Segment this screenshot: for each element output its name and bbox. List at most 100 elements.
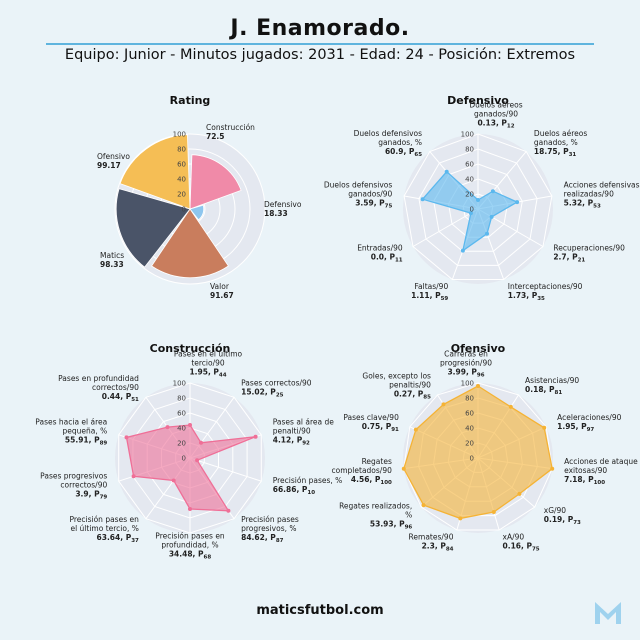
radar-point xyxy=(460,248,465,253)
radial-tick-label: 100 xyxy=(173,380,186,388)
radar-point xyxy=(489,214,494,219)
axis-label: Pases al área de xyxy=(273,418,335,427)
axis-label: ganados, % xyxy=(534,138,578,147)
axis-value: 5.32, P53 xyxy=(564,198,601,209)
radial-tick-label: 80 xyxy=(177,395,186,403)
axis-label: Regates realizados, xyxy=(339,501,412,510)
axis-value: 0.44, P51 xyxy=(102,392,139,403)
axis-value: 2.3, P84 xyxy=(422,541,454,552)
grid-ring xyxy=(114,133,266,285)
radar-point xyxy=(490,189,495,194)
matics-logo-icon xyxy=(595,602,621,624)
chart-title: Defensivo xyxy=(447,94,509,107)
radar-point xyxy=(413,427,418,432)
radial-tick-label: 100 xyxy=(173,131,186,139)
radar-point xyxy=(550,466,555,471)
axis-value: 15.02, P25 xyxy=(241,388,284,399)
chart-title: Rating xyxy=(170,94,211,107)
axis-value: 55.91, P89 xyxy=(65,436,108,447)
radial-tick-label: 40 xyxy=(465,176,474,184)
category-label: Defensivo xyxy=(264,200,302,209)
axis-label: Duelos defensivos xyxy=(354,129,423,138)
axis-label: Precisión pases en xyxy=(69,515,139,524)
axis-label: profundidad, % xyxy=(161,541,218,550)
axis-value: 0.19, P73 xyxy=(544,515,581,526)
radar-point xyxy=(508,404,513,409)
radar-point xyxy=(171,478,176,483)
radial-tick-label: 60 xyxy=(465,410,474,418)
axis-label: Faltas/90 xyxy=(414,282,448,291)
charts-canvas: Rating020406080100Construcción72.5Defens… xyxy=(35,94,639,561)
axis-label: Duelos aéreos xyxy=(469,101,522,110)
axis-label: Carreras en xyxy=(444,350,488,359)
axis-value: 4.56, P100 xyxy=(351,475,392,486)
radial-tick-label: 60 xyxy=(177,161,186,169)
radial-tick-label: 80 xyxy=(465,395,474,403)
radar-point xyxy=(124,435,129,440)
axis-label: Duelos aéreos xyxy=(534,129,587,138)
axis-label: Pases hacia el área xyxy=(35,418,107,427)
axis-value: 1.11, P59 xyxy=(411,291,448,302)
value-label: 99.17 xyxy=(97,161,121,170)
axis-label: Pases clave/90 xyxy=(343,413,399,422)
axis-label: Goles, excepto los xyxy=(362,371,431,380)
axis-label: completados/90 xyxy=(332,466,393,475)
axis-value: 1.95, P97 xyxy=(557,422,594,433)
axis-label: Acciones de ataque xyxy=(564,457,638,466)
axis-label: % xyxy=(405,510,412,519)
category-label: Valor xyxy=(210,282,230,291)
value-label: 18.33 xyxy=(264,209,288,218)
radar-area xyxy=(403,385,553,520)
axis-label: Aceleraciones/90 xyxy=(557,413,621,422)
value-label: 91.67 xyxy=(210,291,234,300)
radial-tick-label: 20 xyxy=(465,440,474,448)
axis-label: Remates/90 xyxy=(409,532,454,541)
radar-point xyxy=(542,425,547,430)
ofensivo-chart: Ofensivo 0 20 40 60 80 100 Carreras enprogresió… xyxy=(332,342,639,552)
radar-point xyxy=(188,507,192,511)
axis-value: 53.93, P96 xyxy=(370,519,413,530)
axis-label: realizadas/90 xyxy=(564,189,614,198)
grid-ring xyxy=(418,148,538,266)
axis-label: penalti/90 xyxy=(273,427,311,436)
radar-point xyxy=(476,198,480,202)
axis-value: 0.0, P11 xyxy=(371,253,403,264)
category-label: Matics xyxy=(100,251,124,260)
value-label: 72.5 xyxy=(206,132,225,141)
radar-point xyxy=(517,491,522,496)
axis-label: Pases progresivos xyxy=(40,471,107,480)
axis-value: 0.16, P75 xyxy=(503,541,540,552)
title-divider xyxy=(46,43,594,45)
axis-label: Pases correctos/90 xyxy=(241,379,312,388)
radar-point xyxy=(515,200,520,205)
axis-value: 60.9, P65 xyxy=(385,147,422,158)
axis-value: 0.27, P85 xyxy=(394,389,431,400)
axis-label: correctos/90 xyxy=(92,383,139,392)
radar-point xyxy=(226,508,231,513)
axis-label: Precisión pases en xyxy=(155,532,225,541)
axis-label: el último tercio, % xyxy=(70,524,138,533)
radar-point xyxy=(421,503,426,508)
axis-label: Duelos defensivos xyxy=(324,180,393,189)
radial-tick-label: 60 xyxy=(177,410,186,418)
footer-site[interactable]: maticsfutbol.com xyxy=(256,603,384,618)
axis-value: 3.99, P96 xyxy=(447,368,484,379)
axis-label: progresión/90 xyxy=(440,359,492,368)
rating-slice xyxy=(119,134,191,210)
rating-slice xyxy=(151,208,229,279)
axis-label: progresivos, % xyxy=(241,524,296,533)
axis-label: Interceptaciones/90 xyxy=(508,282,583,291)
axis-value: 84.62, P87 xyxy=(241,533,284,544)
axis-value: 66.86, P10 xyxy=(273,485,316,496)
axis-label: Precisión pases, % xyxy=(273,476,343,485)
player-subtitle: Equipo: Junior - Minutos jugados: 2031 -… xyxy=(64,47,576,63)
radar-point xyxy=(485,231,489,236)
radar-point xyxy=(165,425,170,430)
radial-tick-label: 20 xyxy=(465,191,474,199)
axis-label: Precisión pases xyxy=(241,515,299,524)
radial-tick-label: 40 xyxy=(177,425,186,433)
grid-ring xyxy=(403,382,553,531)
radial-tick-label: 0 xyxy=(470,206,474,214)
radar-point xyxy=(476,384,480,388)
